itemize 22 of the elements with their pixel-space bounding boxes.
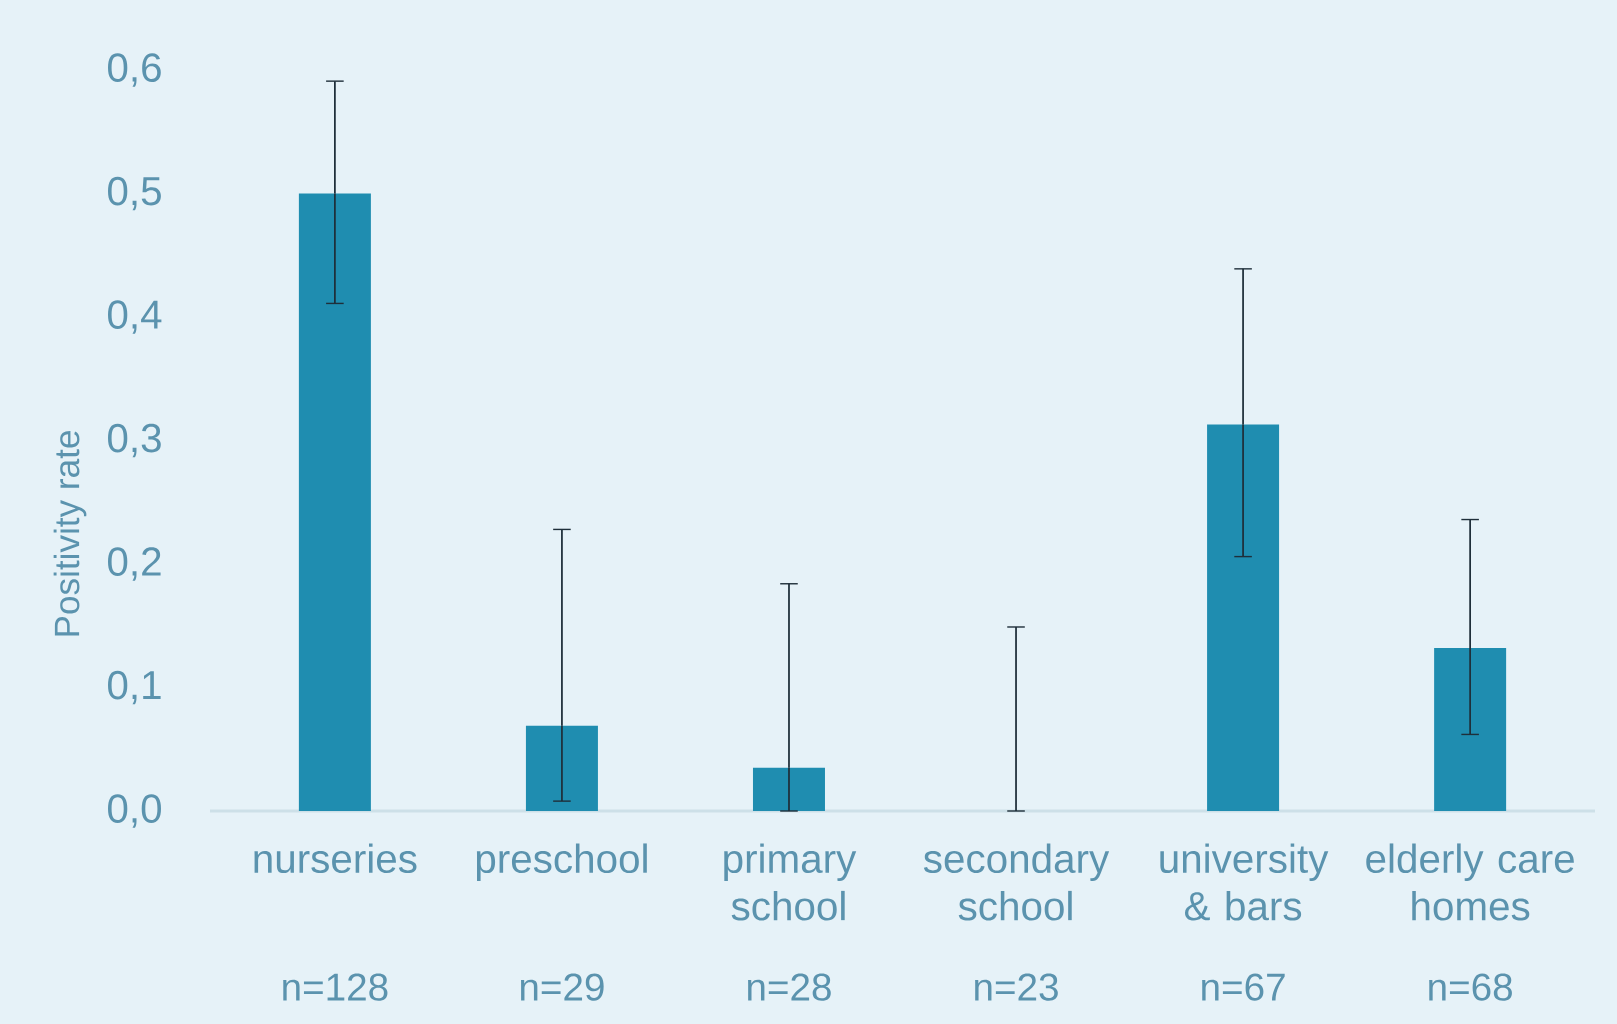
text: n=67 xyxy=(1202,973,1285,1001)
y-tick-label: 0,4 xyxy=(108,300,162,334)
text: n=23 xyxy=(975,973,1058,1001)
bar xyxy=(1207,424,1280,811)
x-tick-label: preschool xyxy=(476,843,647,882)
x-tick-label: secondary school xyxy=(923,843,1110,921)
y-axis-title: Positivity rate xyxy=(53,431,87,636)
x-tick-label: university & bars xyxy=(1160,843,1329,921)
x-tick-label: primary school xyxy=(724,843,857,921)
y-tick-label: 0,2 xyxy=(108,547,161,581)
y-tick-label: 0,1 xyxy=(108,670,161,705)
text: n=128 xyxy=(283,973,388,1001)
y-tick-label: 0,0 xyxy=(108,794,162,828)
y-tick-label: 0,5 xyxy=(108,176,161,211)
bar xyxy=(298,193,371,811)
y-tick-label: 0,3 xyxy=(108,423,161,458)
x-tick-label: nurseries xyxy=(254,843,417,874)
text: n=28 xyxy=(748,973,831,1001)
text: n=29 xyxy=(520,973,604,1001)
y-tick-label: 0,6 xyxy=(108,53,161,87)
x-tick-label: elderly care homes xyxy=(1366,843,1574,921)
text: n=68 xyxy=(1429,973,1512,1001)
